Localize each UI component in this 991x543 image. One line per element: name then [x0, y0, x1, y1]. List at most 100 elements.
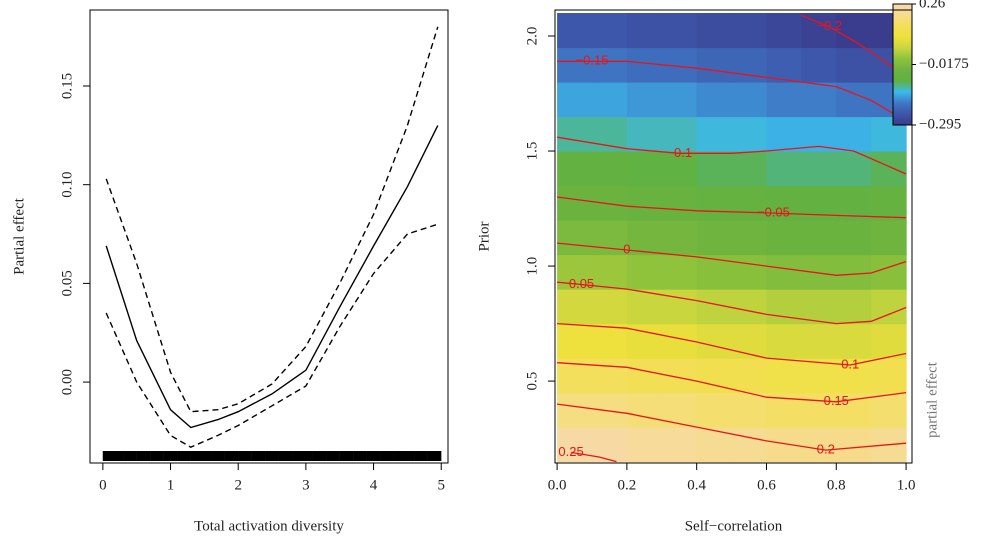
panel: −0.2 −0.15 −0.1 −0.05 0 0.05 0.1 0.15 0.2 0.25 −0.…: [476, 0, 968, 534]
heat-cell: [557, 12, 593, 49]
heat-cell: [626, 185, 663, 221]
contour-line: [801, 14, 907, 78]
contour-label: 0.05: [569, 276, 594, 291]
heat-cell: [557, 82, 593, 118]
fit-line: [105, 26, 439, 413]
heat-cell: [626, 392, 663, 428]
contour-label: 0.2: [817, 442, 835, 457]
contour-line: [557, 281, 907, 325]
heat-cell: [766, 185, 802, 221]
y-axis-label: Partial effect: [11, 197, 27, 275]
heat-cell: [801, 392, 837, 428]
heat-cell: [591, 289, 628, 325]
heat-cell: [557, 116, 593, 152]
y-tick-label: 0.10: [59, 172, 75, 198]
heat-cell: [836, 185, 872, 221]
contour-line: [570, 451, 617, 463]
heat-cell: [661, 185, 698, 221]
contour-line: [557, 196, 907, 219]
heat-cell: [557, 185, 593, 221]
contour-line: [557, 242, 907, 276]
heat-cell: [801, 151, 837, 187]
heat-cell: [696, 427, 733, 463]
heat-cell: [836, 289, 872, 325]
heat-cell: [731, 220, 768, 256]
heat-cell: [661, 151, 698, 187]
y-tick-label: 2.0: [524, 27, 540, 46]
heat-cell: [591, 254, 628, 290]
heat-cell: [871, 220, 907, 256]
heat-cell: [626, 358, 663, 394]
heat-cell: [696, 323, 733, 359]
x-tick-label: 2: [234, 477, 242, 493]
heat-cell: [836, 220, 872, 256]
y-axis-label: Prior: [476, 221, 492, 251]
heat-cell: [557, 392, 593, 428]
y-tick-label: 0.05: [59, 270, 75, 296]
heat-cell: [871, 151, 907, 187]
heat-cell: [871, 323, 907, 359]
contour-label: 0: [623, 241, 630, 256]
plot-box: [89, 9, 449, 464]
heat-cell: [591, 47, 628, 83]
heat-cell: [766, 82, 802, 118]
y-tick-label: 0.15: [59, 73, 75, 99]
heat-cell: [557, 323, 593, 359]
colorbar-tick-label: −0.0175: [919, 56, 969, 72]
heat-cell: [591, 82, 628, 118]
heat-cell: [557, 289, 593, 325]
contour-label: 0.15: [824, 393, 849, 408]
heat-cell: [801, 47, 837, 83]
x-tick-label: 4: [370, 477, 378, 493]
contour-line: [557, 362, 907, 403]
fit-line: [105, 125, 439, 429]
heat-cell: [591, 185, 628, 221]
heat-cell: [591, 151, 628, 187]
heat-cell: [661, 82, 698, 118]
contour-label: −0.15: [576, 53, 609, 68]
heat-cell: [696, 82, 733, 118]
heat-cell: [557, 220, 593, 256]
heat-cell: [557, 427, 593, 463]
x-tick-label: 0: [99, 477, 107, 493]
heat-cell: [731, 392, 768, 428]
heat-cell: [836, 82, 872, 118]
heat-cell: [731, 151, 768, 187]
heat-cell: [801, 323, 837, 359]
heat-cell: [557, 151, 593, 187]
heat-cell: [626, 254, 663, 290]
heat-cell: [731, 12, 768, 49]
contour-line: [557, 322, 907, 366]
heat-cell: [696, 47, 733, 83]
heat-cell: [626, 82, 663, 118]
heat-cell: [766, 116, 802, 152]
y-tick-label: 1.5: [524, 142, 540, 161]
heat-cell: [591, 358, 628, 394]
contour-label: 0.25: [558, 444, 583, 459]
heat-cell: [801, 427, 837, 463]
x-tick-label: 0.4: [687, 477, 706, 493]
y-tick-label: 0.00: [59, 369, 75, 395]
heat-cell: [836, 116, 872, 152]
heat-cell: [661, 289, 698, 325]
heat-cell: [766, 151, 802, 187]
heat-cell: [836, 254, 872, 290]
heat-cell: [626, 116, 663, 152]
heat-cell: [766, 358, 802, 394]
heat-cell: [731, 185, 768, 221]
heat-cell: [626, 427, 663, 463]
heat-cell: [801, 254, 837, 290]
heat-cell: [766, 12, 802, 49]
colorbar-tick-label: −0.295: [919, 116, 961, 132]
x-tick-label: 1: [167, 477, 175, 493]
heat-cell: [801, 116, 837, 152]
contour-line: [556, 136, 907, 175]
colorbar-label: partial effect: [924, 361, 940, 438]
heat-cell: [661, 220, 698, 256]
panel: 0 1 2 3 4 5 0.00 0.05 0.10 0.15 Total activation d…: [11, 9, 449, 534]
heat-cell: [766, 427, 802, 463]
heat-cell: [836, 427, 872, 463]
